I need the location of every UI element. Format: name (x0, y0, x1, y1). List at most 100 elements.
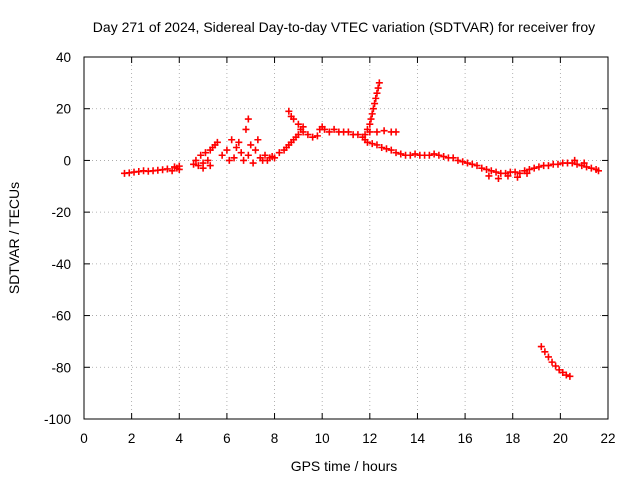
x-tick-label: 22 (600, 431, 615, 446)
data-point (459, 158, 467, 166)
data-point (244, 115, 252, 123)
data-point (523, 169, 531, 177)
data-point (571, 156, 579, 164)
data-point (435, 151, 443, 159)
data-point (190, 160, 198, 168)
series-sdtvar-main (120, 107, 602, 183)
data-point (197, 151, 205, 159)
data-point (163, 165, 171, 173)
y-axis-label: SDTVAR / TECUs (6, 182, 22, 294)
data-point (373, 128, 381, 136)
data-point (168, 167, 176, 175)
data-point (392, 149, 400, 157)
y-tick-label: 40 (56, 50, 71, 65)
data-point (290, 115, 298, 123)
data-point (430, 150, 438, 158)
data-point (201, 149, 209, 157)
data-point (321, 125, 329, 133)
data-point (566, 372, 574, 380)
chart-title: Day 271 of 2024, Sidereal Day-to-day VTE… (93, 19, 595, 35)
data-point (548, 358, 556, 366)
data-point (192, 156, 200, 164)
data-point (468, 160, 476, 168)
data-point (530, 164, 538, 172)
data-point (247, 141, 255, 149)
data-point (204, 156, 212, 164)
data-point (552, 362, 560, 370)
data-point (325, 128, 333, 136)
data-point (228, 136, 236, 144)
data-point (254, 136, 262, 144)
data-point (562, 371, 570, 379)
x-tick-label: 4 (176, 431, 184, 446)
x-tick-label: 20 (553, 431, 568, 446)
y-tick-label: -20 (51, 205, 71, 220)
data-point (411, 150, 419, 158)
data-point (373, 141, 381, 149)
x-tick-label: 0 (80, 431, 88, 446)
data-point (504, 172, 512, 180)
y-tick-label: -80 (51, 360, 71, 375)
plot-frame (83, 56, 609, 420)
data-point (485, 172, 493, 180)
data-point (313, 132, 321, 140)
data-point (594, 167, 602, 175)
data-point (473, 162, 481, 170)
data-point (544, 162, 552, 170)
data-point (368, 140, 376, 148)
data-point (513, 173, 521, 181)
data-point (244, 151, 252, 159)
data-point (559, 368, 567, 376)
x-axis-label: GPS time / hours (291, 458, 398, 474)
data-point (483, 165, 491, 173)
data-point (368, 110, 376, 118)
y-tick-label: -40 (51, 257, 71, 272)
data-points (120, 79, 602, 380)
data-point (294, 120, 302, 128)
data-point (199, 164, 207, 172)
data-point (425, 151, 433, 159)
data-point (492, 168, 500, 176)
data-point (382, 145, 390, 153)
data-point (206, 162, 214, 170)
data-point (380, 127, 388, 135)
data-point (374, 84, 382, 92)
data-point (373, 89, 381, 97)
data-point (367, 115, 375, 123)
data-point (392, 128, 400, 136)
series-sdtvar-upper-branch (361, 127, 400, 139)
data-point (511, 168, 519, 176)
data-point (232, 144, 240, 151)
data-point (275, 149, 283, 157)
data-point (555, 366, 563, 374)
data-point (242, 125, 250, 133)
data-point (449, 154, 457, 162)
data-point (541, 348, 549, 356)
data-point (587, 164, 595, 172)
x-tick-label: 2 (128, 431, 136, 446)
x-tick-label: 18 (505, 431, 520, 446)
x-tick-label: 16 (458, 431, 473, 446)
data-point (251, 146, 259, 154)
y-tick-label: -60 (51, 309, 71, 324)
data-point (371, 100, 379, 108)
data-point (406, 151, 414, 159)
x-tick-label: 12 (362, 431, 377, 446)
data-point (454, 156, 462, 164)
data-point (580, 159, 588, 167)
data-point (375, 79, 383, 87)
data-point (240, 156, 248, 164)
x-tick-label: 6 (223, 431, 231, 446)
data-point (363, 138, 371, 146)
x-tick-label: 10 (315, 431, 330, 446)
y-tick-label: 0 (63, 153, 71, 168)
data-point (494, 175, 502, 183)
series-sdtvar-outlier-descent (537, 343, 574, 380)
data-point (354, 131, 362, 139)
data-point (554, 160, 562, 168)
data-point (478, 164, 486, 172)
data-point (487, 167, 495, 175)
data-point (440, 153, 448, 161)
data-point (583, 163, 591, 171)
data-point (294, 131, 302, 139)
